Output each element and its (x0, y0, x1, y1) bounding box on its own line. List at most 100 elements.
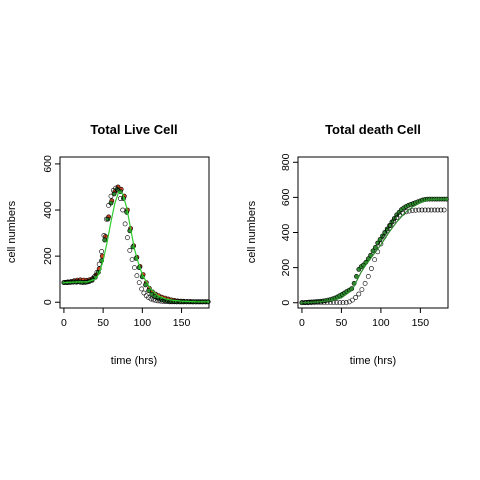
death-cell-point (428, 207, 434, 213)
live-cell-y-label: cell numbers (6, 200, 18, 263)
death-cell-y-tick-label: 0 (280, 300, 292, 306)
death-cell-y-tick-label: 200 (280, 259, 292, 277)
death-cell-point (372, 244, 378, 250)
death-cell-plot-box (297, 156, 449, 309)
death-cell-x-tick-label: 150 (412, 317, 430, 329)
death-cell-point (370, 248, 376, 254)
live-cell-point (108, 200, 114, 206)
death-cell-x-tick-label: 100 (372, 317, 390, 329)
live-cell-point (153, 297, 159, 303)
live-cell-point (120, 207, 126, 213)
death-cell-x-ticks: 0 50 100 150 (299, 308, 429, 329)
live-cell-point (157, 298, 163, 304)
live-cell-point (101, 232, 107, 238)
live-cell-x-tick-label: 50 (97, 317, 109, 329)
live-cell-point (129, 257, 135, 262)
death-cell-point (321, 300, 327, 306)
live-cell-title: Total Live Cell (90, 122, 177, 137)
live-cell-point (141, 290, 147, 296)
live-cell-point (149, 291, 155, 297)
death-cell-point (377, 237, 383, 242)
death-cell-point (413, 207, 418, 213)
death-cell-point (343, 300, 349, 306)
live-cell-fit-line (63, 190, 209, 303)
live-cell-x-ticks: 0 50 100 150 (61, 308, 190, 329)
death-cell-point (387, 223, 393, 228)
death-cell-point (350, 297, 355, 303)
live-cell-point (127, 247, 133, 253)
death-cell-point (410, 208, 415, 213)
death-cell-point (416, 207, 422, 213)
live-cell-point (150, 297, 156, 303)
death-cell-point (337, 300, 343, 306)
live-cell-point (106, 202, 111, 208)
death-cell-y-ticks: 0 200 400 600 800 (280, 153, 298, 306)
live-cell-point (103, 216, 109, 222)
live-cell-x-tick-label: 100 (134, 317, 152, 329)
live-cell-point (118, 196, 123, 201)
death-cell-point (356, 291, 362, 297)
death-cell-fit-line (301, 198, 448, 304)
death-cell-point (391, 218, 396, 224)
live-cell-point (172, 299, 177, 305)
death-cell-point (435, 207, 441, 213)
death-cell-point (419, 207, 425, 213)
live-cell-y-tick-label: 200 (42, 247, 54, 265)
death-cell-point (384, 228, 390, 234)
death-cell-point (422, 207, 428, 213)
death-cell-y-tick-label: 600 (280, 188, 292, 206)
death-cell-point (384, 226, 390, 232)
live-cell-x-tick-label: 0 (61, 317, 67, 329)
live-cell-point (174, 299, 180, 305)
live-cell-y-tick-label: 0 (42, 299, 54, 305)
death-cell-title: Total death Cell (325, 122, 421, 137)
live-cell-point (105, 216, 111, 222)
live-cell-point (134, 273, 140, 279)
live-cell-point (111, 191, 117, 197)
death-cell-point (372, 257, 377, 263)
live-cell-point (160, 298, 166, 304)
live-cell-point (146, 288, 151, 294)
live-cell-data (61, 184, 211, 305)
live-cell-plot-box (59, 156, 210, 309)
death-cell-point (403, 209, 409, 215)
death-cell-y-tick-label: 800 (280, 153, 292, 171)
live-cell-point (108, 193, 114, 199)
live-cell-panel: Total Live Cell 0 50 100 150 0 200 400 600 tim… (6, 122, 211, 367)
live-cell-point (136, 280, 142, 285)
live-cell-point (96, 261, 102, 267)
live-cell-point (155, 298, 161, 304)
death-cell-panel: Total death Cell 0 50 100 150 0 200 400 600 800… (246, 122, 449, 367)
death-cell-point (441, 207, 447, 213)
death-cell-point (362, 280, 368, 286)
death-cell-x-label: time (hrs) (350, 355, 396, 367)
death-cell-point (315, 300, 321, 306)
death-cell-point (359, 287, 365, 292)
live-cell-x-label: time (hrs) (111, 355, 157, 367)
live-cell-point (102, 237, 108, 243)
live-cell-point (162, 299, 168, 304)
live-cell-point (122, 221, 128, 227)
death-cell-point (432, 207, 437, 213)
live-cell-y-tick-label: 600 (42, 155, 54, 173)
death-cell-x-tick-label: 50 (336, 317, 348, 329)
death-cell-y-tick-label: 400 (280, 224, 292, 242)
death-cell-point (368, 266, 374, 271)
live-cell-point (176, 299, 182, 305)
death-cell-point (438, 207, 444, 213)
live-cell-point (146, 295, 151, 300)
death-cell-point (340, 300, 346, 306)
death-cell-data (299, 196, 449, 306)
live-cell-x-tick-label: 150 (173, 317, 191, 329)
death-cell-point (425, 207, 431, 213)
death-cell-point (334, 300, 340, 306)
death-cell-point (365, 273, 371, 279)
death-cell-y-label: cell numbers (246, 200, 258, 263)
live-cell-point (148, 296, 154, 302)
live-cell-point (132, 265, 137, 271)
live-cell-point (139, 286, 144, 292)
live-cell-y-ticks: 0 200 400 600 (42, 155, 60, 305)
death-cell-point (378, 241, 384, 247)
death-cell-point (353, 295, 358, 300)
